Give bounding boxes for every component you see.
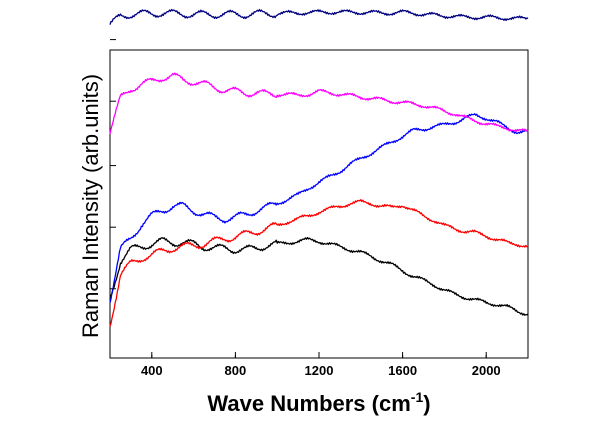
spectrum-line-3 — [109, 113, 529, 304]
x-tick-label-1200: 1200 — [305, 363, 334, 378]
x-tick-label-1600: 1600 — [388, 363, 417, 378]
plot-frame — [109, 49, 529, 359]
spectrum-line-1 — [109, 236, 529, 316]
x-tick-label-800: 800 — [225, 363, 247, 378]
y-axis-ticks — [110, 39, 116, 290]
spectrum-line-5 — [109, 8, 529, 25]
spectrum-line-4 — [109, 72, 529, 135]
x-tick-label-2000: 2000 — [472, 363, 501, 378]
x-axis-ticks: 400 800 1200 1600 2000 — [141, 352, 501, 378]
x-axis-title: Wave Numbers (cm-1) — [207, 389, 430, 416]
series-layer — [109, 8, 529, 327]
y-axis-title: Raman Intensity (arb.units) — [78, 74, 103, 338]
spectrum-line-2 — [109, 199, 528, 327]
x-tick-label-400: 400 — [141, 363, 163, 378]
